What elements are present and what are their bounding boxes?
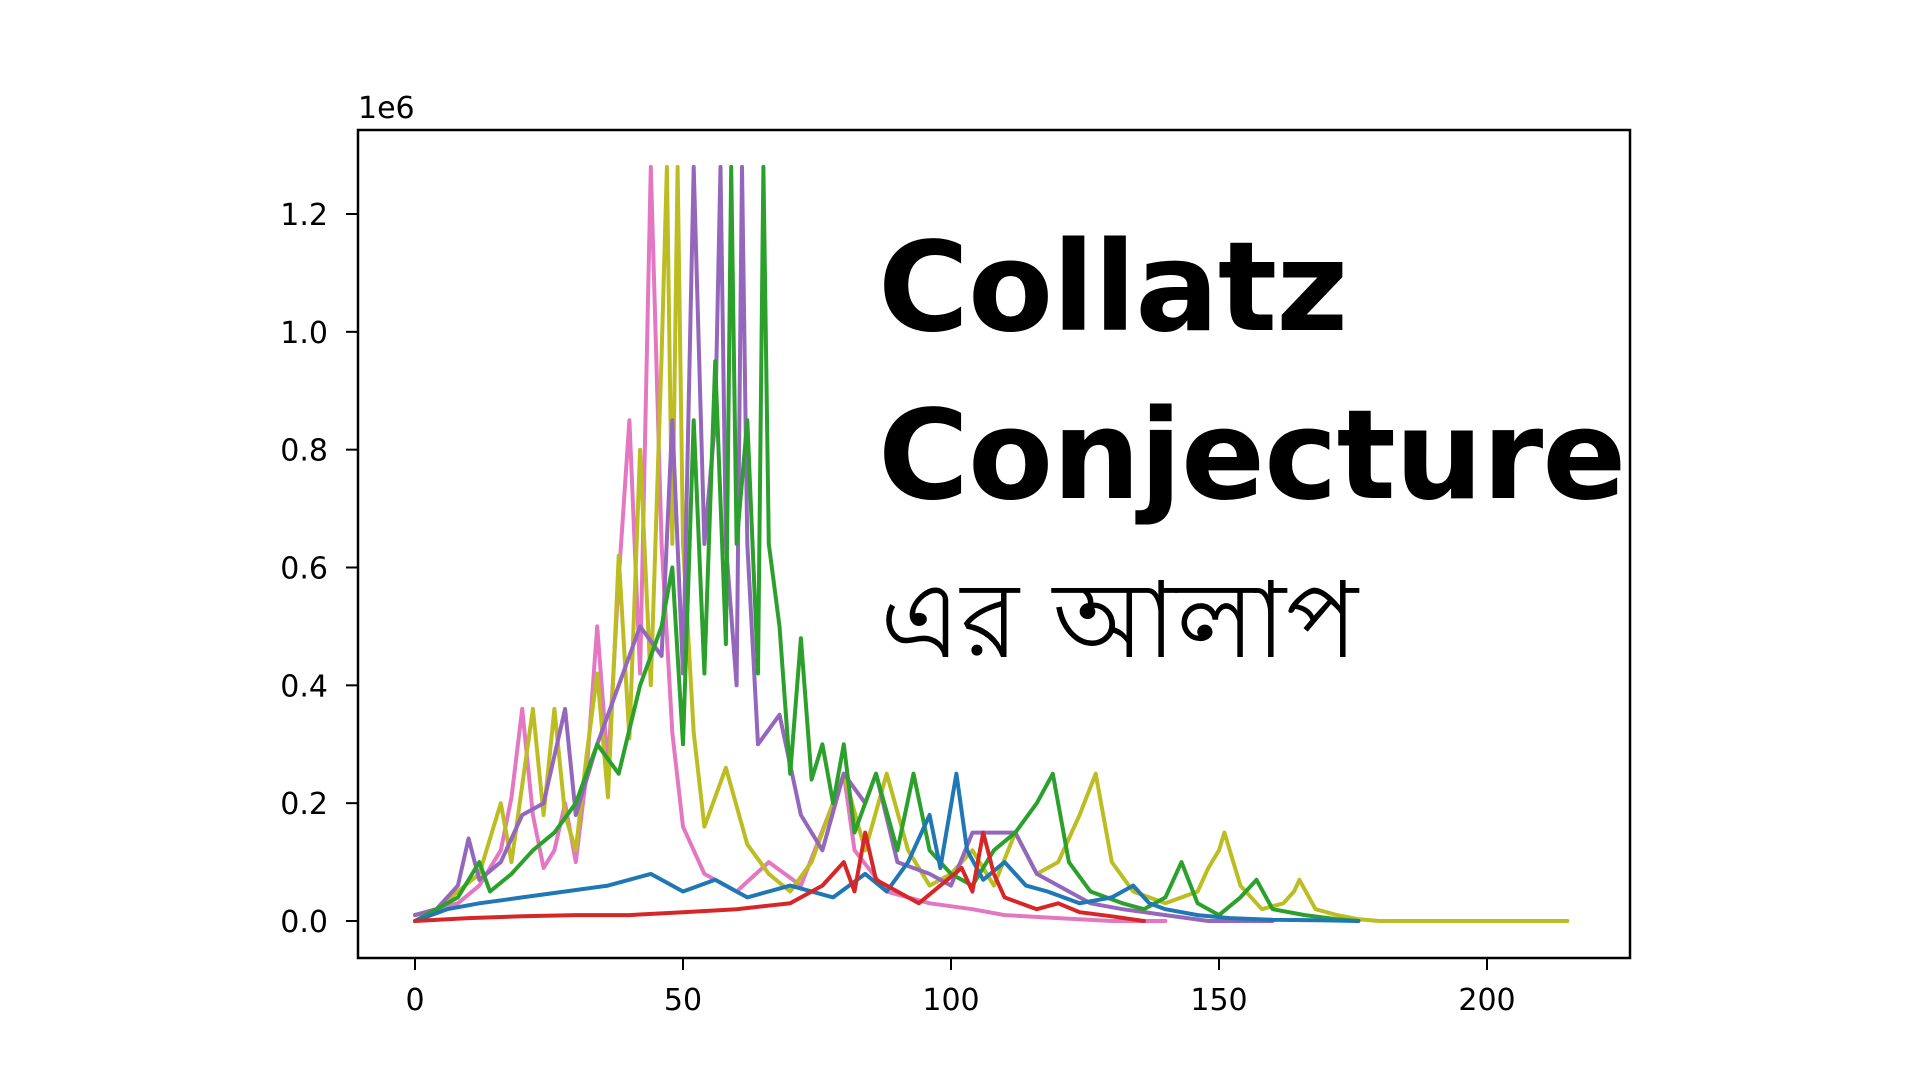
x-tick-label: 0	[405, 983, 424, 1018]
series-lines	[413, 164, 1570, 923]
plot-frame	[356, 128, 1632, 960]
x-axis: 0 50 100 150 200	[405, 958, 1516, 1018]
x-tick-label: 150	[1190, 983, 1247, 1018]
y-tick-label: 1.2	[280, 198, 328, 233]
y-tick-label: 1.0	[280, 316, 328, 351]
x-tick-label: 200	[1458, 983, 1515, 1018]
y-tick-label: 0.4	[280, 669, 328, 704]
y-tick-label: 0.2	[280, 787, 328, 822]
series-line-purple	[413, 164, 1275, 923]
y-axis: 0.0 0.2 0.4 0.6 0.8 1.0 1.2	[280, 198, 358, 940]
series-line-red	[413, 830, 1146, 923]
y-tick-label: 0.6	[280, 552, 328, 587]
y-tick-label: 0.0	[280, 905, 328, 940]
title-conjecture: Conjecture	[878, 384, 1626, 528]
x-tick-label: 50	[664, 983, 702, 1018]
x-tick-label: 100	[922, 983, 979, 1018]
series-line-blue	[413, 771, 1361, 923]
series-line-pink	[413, 164, 1168, 923]
y-tick-label: 0.8	[280, 434, 328, 469]
y-offset-label: 1e6	[358, 91, 415, 126]
title-bengali-subtitle: এর আলাপ	[880, 559, 1358, 682]
title-collatz: Collatz	[878, 216, 1348, 360]
series-line-green	[413, 164, 1361, 923]
